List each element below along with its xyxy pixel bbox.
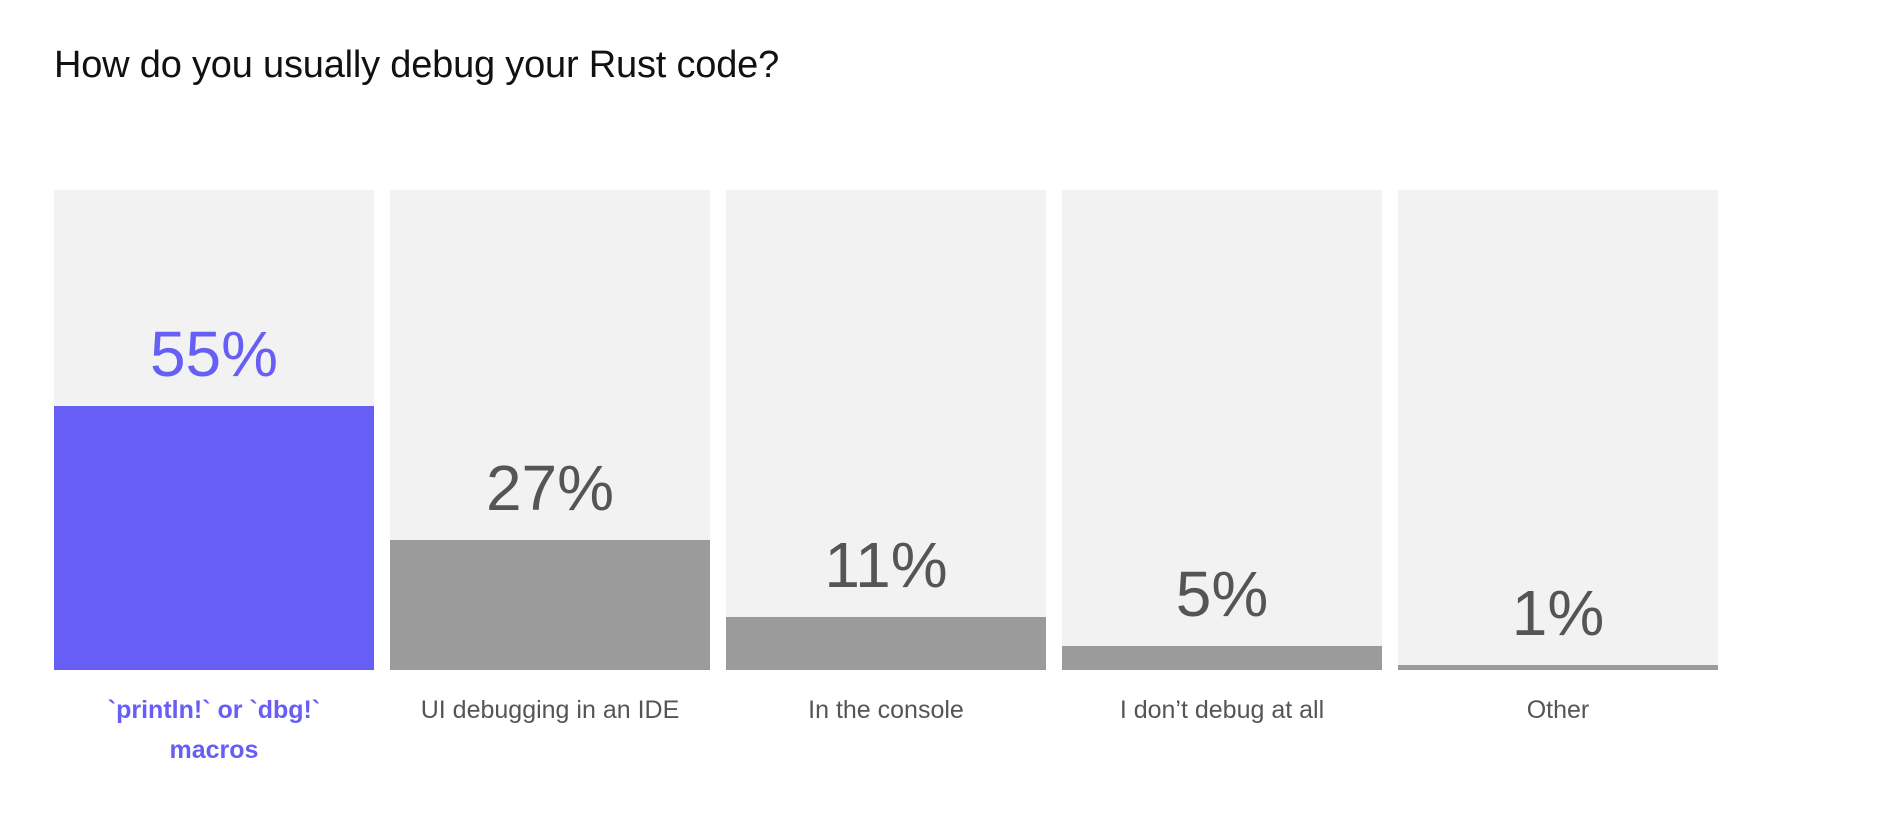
bar-value-label: 1% xyxy=(1511,577,1605,650)
bar-value-label: 55% xyxy=(149,318,279,390)
bar xyxy=(54,406,374,670)
category-label: `println!` or `dbg!` macros xyxy=(107,696,321,764)
bar-value-label: 11% xyxy=(824,529,948,602)
category-label: I don’t debug at all xyxy=(1119,696,1325,724)
bar xyxy=(726,617,1046,670)
chart-title: How do you usually debug your Rust code? xyxy=(54,44,780,86)
bar-track xyxy=(1398,190,1718,670)
bar xyxy=(390,540,710,670)
bar-value-label: 5% xyxy=(1175,558,1269,630)
bar-track xyxy=(1062,190,1382,670)
category-label: Other xyxy=(1526,696,1590,724)
bar xyxy=(1398,665,1718,670)
bar-track xyxy=(390,190,710,670)
category-label: In the console xyxy=(808,696,964,724)
bar-value-label: 27% xyxy=(485,452,615,525)
category-label: UI debugging in an IDE xyxy=(420,696,680,724)
bar-track xyxy=(54,190,374,670)
bar-track xyxy=(726,190,1046,670)
bar xyxy=(1062,646,1382,670)
